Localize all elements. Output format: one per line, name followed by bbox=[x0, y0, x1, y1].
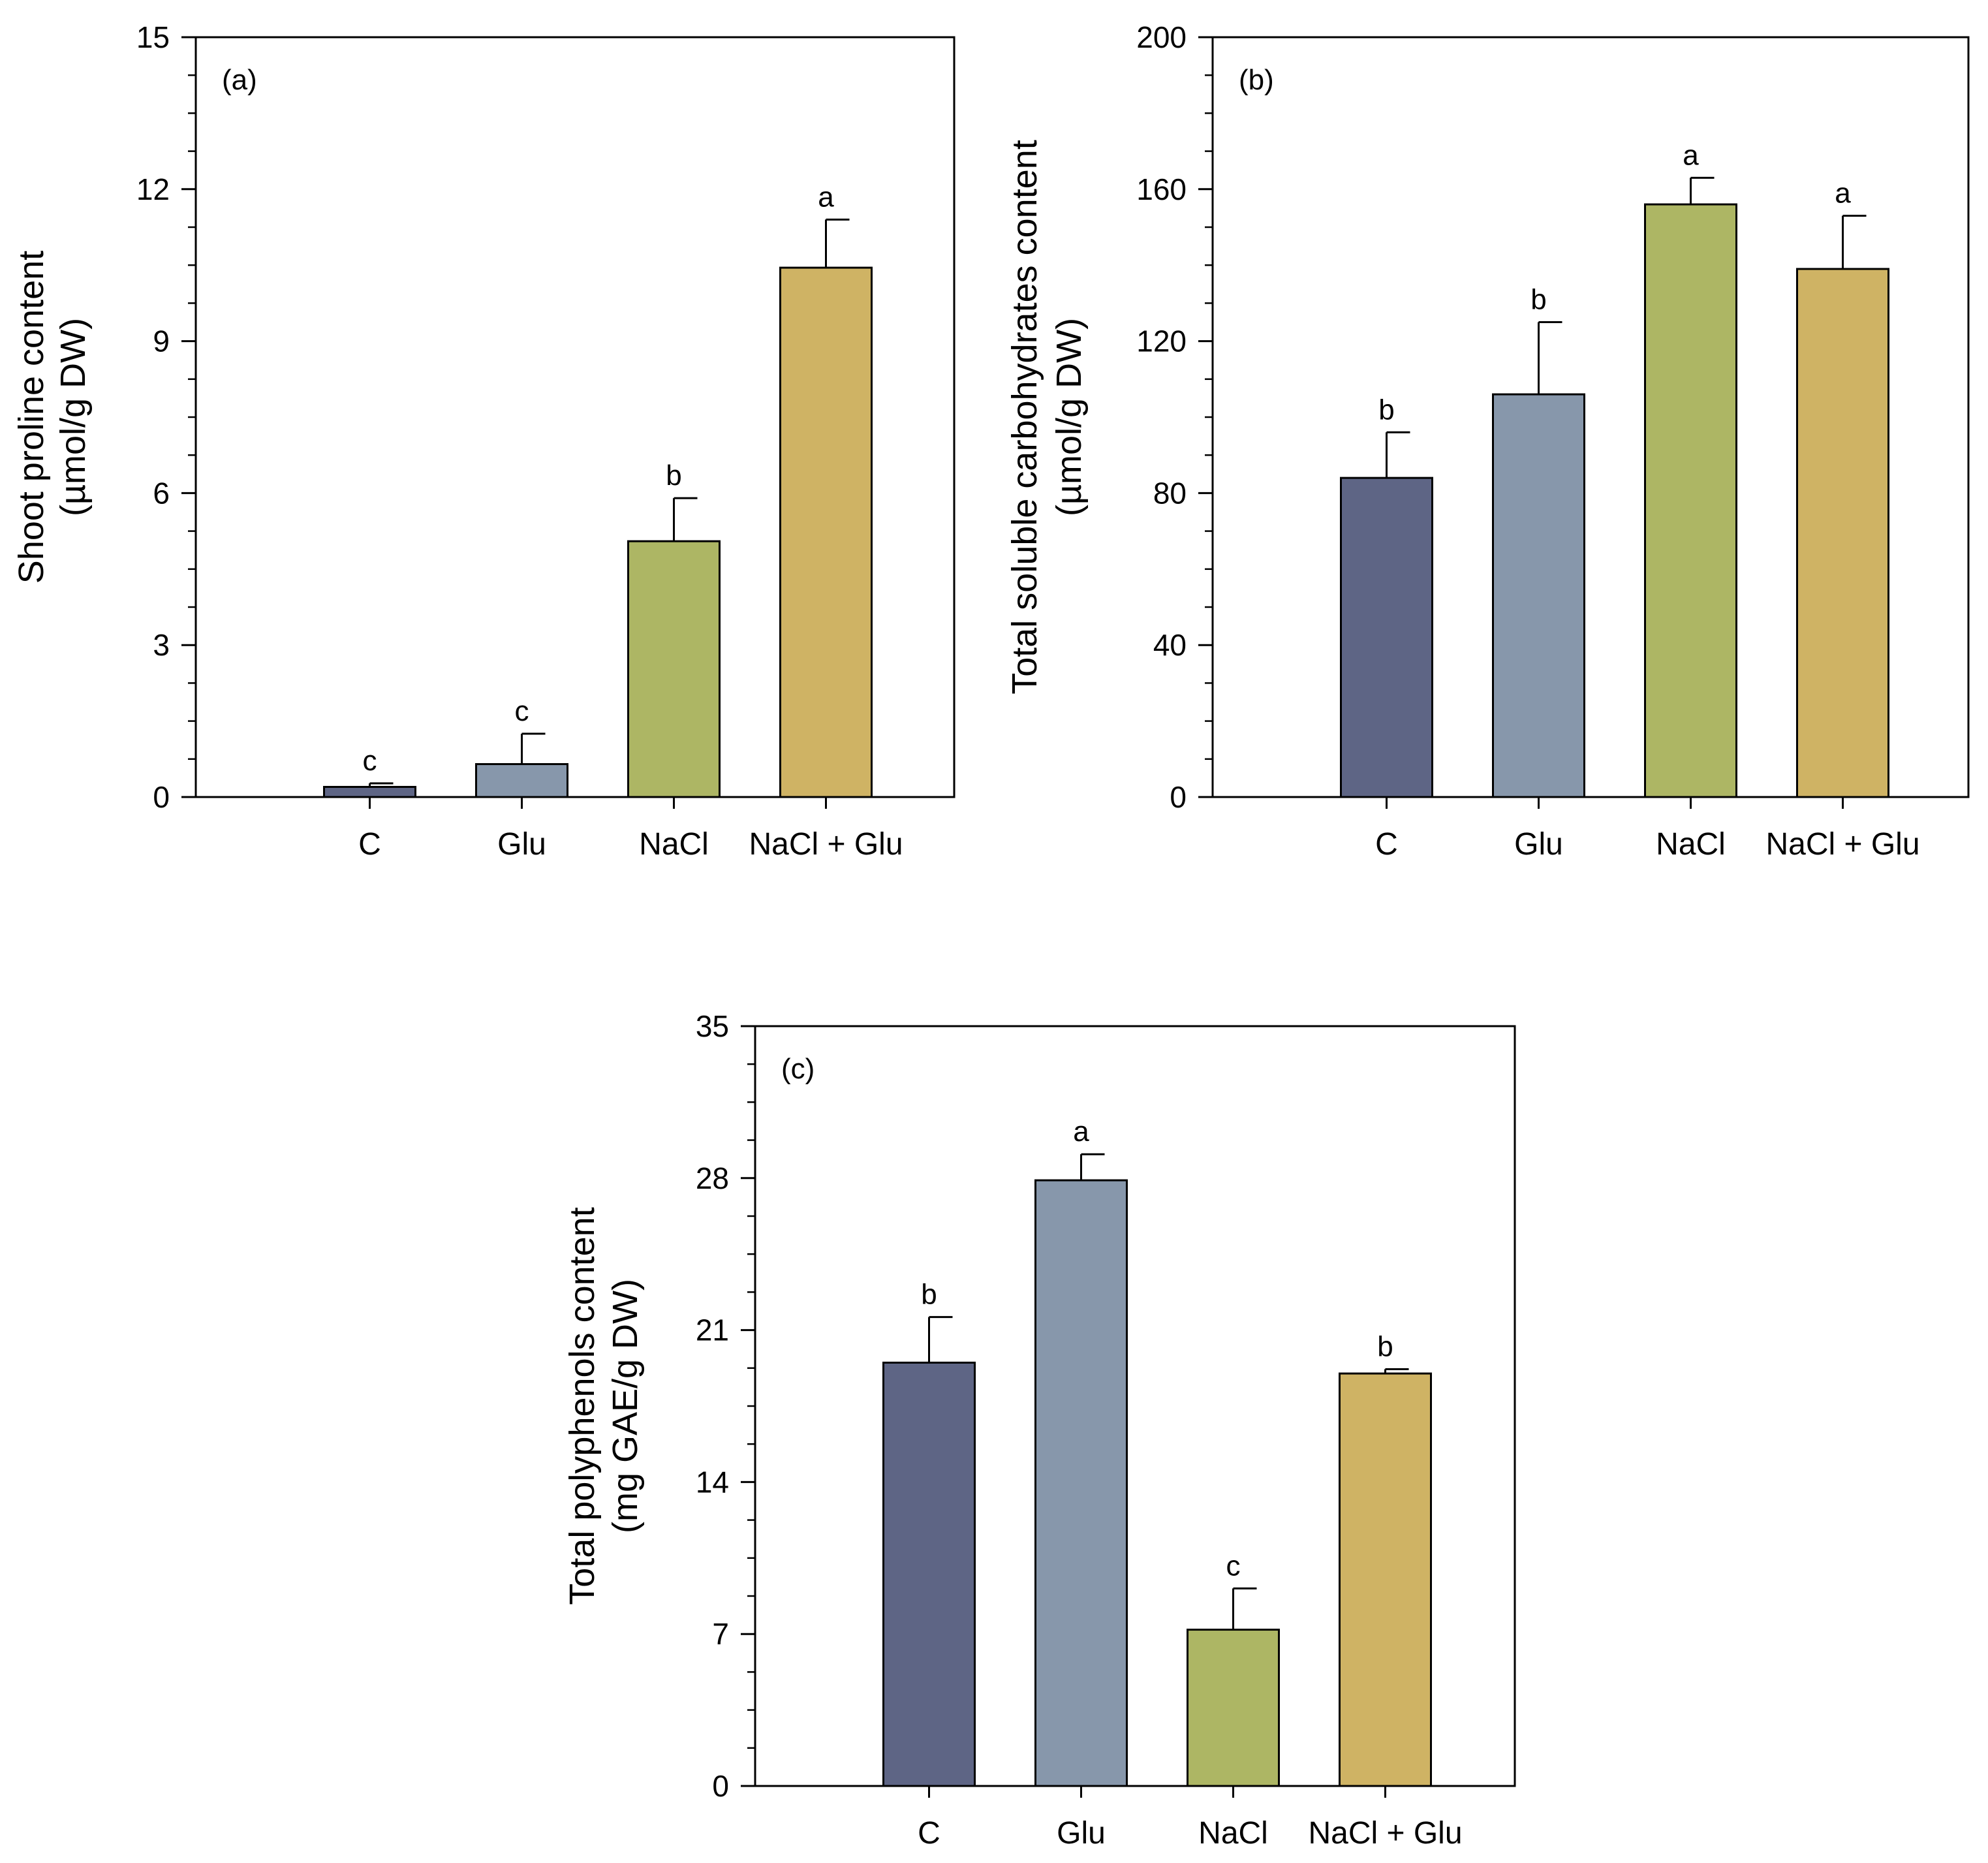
y-axis-label-line-0: Total soluble carbohydrates content bbox=[1005, 140, 1044, 695]
panel-label: (a) bbox=[222, 64, 257, 96]
panel-c: b Ca Glu c NaCl b NaCl + Glu 0 7 14 21 28 35 (c) Total… bbox=[563, 1009, 1516, 1851]
category-label-1: Glu bbox=[1057, 1816, 1106, 1851]
y-tick-label-2: 14 bbox=[696, 1465, 729, 1499]
bar-0 bbox=[323, 785, 416, 798]
bar-2 bbox=[1644, 203, 1737, 798]
bar-3 bbox=[1339, 1372, 1432, 1787]
y-tick-label-1: 3 bbox=[153, 628, 170, 662]
category-label-1: Glu bbox=[497, 827, 546, 862]
y-tick-label-4: 12 bbox=[136, 172, 170, 206]
significance-label-3: b bbox=[1377, 1330, 1393, 1362]
significance-label-1: a bbox=[1073, 1116, 1089, 1148]
plot-frame bbox=[754, 1025, 1516, 1787]
y-tick-label-0: 0 bbox=[1170, 780, 1187, 814]
y-tick-label-2: 80 bbox=[1153, 476, 1187, 510]
y-tick-label-3: 9 bbox=[153, 324, 170, 358]
plot-frame bbox=[194, 36, 955, 798]
significance-label-2: b bbox=[666, 460, 681, 492]
bar-3 bbox=[1796, 268, 1889, 798]
y-tick-label-4: 28 bbox=[696, 1161, 729, 1195]
y-axis-label-line-1: (µmol/g DW) bbox=[54, 318, 93, 516]
bar-1 bbox=[1492, 393, 1585, 798]
panel-b: b Cb Glu a NaCl a NaCl + Glu 0 40 80 120 160 200 (b) T… bbox=[1005, 20, 1970, 862]
category-label-0: C bbox=[918, 1816, 940, 1851]
category-label-1: Glu bbox=[1514, 827, 1563, 862]
y-tick-label-5: 200 bbox=[1136, 20, 1187, 54]
y-tick-label-3: 21 bbox=[696, 1313, 729, 1347]
category-label-0: C bbox=[1375, 827, 1398, 862]
significance-label-0: b bbox=[1378, 394, 1394, 426]
bar-1 bbox=[1034, 1179, 1128, 1787]
category-label-3: NaCl + Glu bbox=[749, 827, 903, 862]
significance-label-1: c bbox=[515, 695, 529, 727]
y-tick-label-5: 15 bbox=[136, 20, 170, 54]
y-tick-label-1: 40 bbox=[1153, 628, 1187, 662]
category-label-2: NaCl bbox=[1198, 1816, 1268, 1851]
y-tick-label-1: 7 bbox=[712, 1617, 729, 1651]
y-axis-label-line-1: (µmol/g DW) bbox=[1049, 318, 1089, 516]
panel-label: (b) bbox=[1239, 64, 1274, 96]
bar-0 bbox=[1340, 477, 1433, 798]
bar-2 bbox=[627, 540, 721, 798]
y-tick-label-0: 0 bbox=[712, 1769, 729, 1803]
bar-2 bbox=[1187, 1629, 1280, 1787]
y-axis-label-line-0: Shoot proline content bbox=[12, 251, 51, 584]
significance-label-0: b bbox=[921, 1279, 937, 1311]
plot-frame bbox=[1211, 36, 1970, 798]
significance-label-2: a bbox=[1683, 139, 1699, 171]
bar-0 bbox=[882, 1361, 976, 1787]
y-tick-label-5: 35 bbox=[696, 1009, 729, 1043]
y-axis-label-line-0: Total polyphenols content bbox=[563, 1207, 602, 1605]
bar-1 bbox=[475, 763, 568, 798]
category-label-2: NaCl bbox=[639, 827, 709, 862]
y-tick-label-2: 6 bbox=[153, 476, 170, 510]
category-label-2: NaCl bbox=[1656, 827, 1726, 862]
significance-label-0: c bbox=[363, 745, 377, 777]
y-tick-label-4: 160 bbox=[1136, 172, 1187, 206]
significance-label-3: a bbox=[1835, 178, 1851, 210]
category-label-3: NaCl + Glu bbox=[1308, 1816, 1462, 1851]
category-label-0: C bbox=[358, 827, 381, 862]
significance-label-2: c bbox=[1226, 1550, 1241, 1582]
panel-label: (c) bbox=[781, 1053, 815, 1085]
panel-a: c Cc Glu b NaCl a NaCl + Glu 0 3 6 9 12 15 (a) Shoot p… bbox=[12, 20, 955, 862]
significance-label-3: a bbox=[818, 181, 834, 213]
y-axis-label-line-1: (mg GAE/g DW) bbox=[606, 1279, 645, 1533]
category-label-3: NaCl + Glu bbox=[1765, 827, 1919, 862]
significance-label-1: b bbox=[1530, 284, 1546, 316]
y-tick-label-0: 0 bbox=[153, 780, 170, 814]
y-tick-label-3: 120 bbox=[1136, 324, 1187, 358]
bar-3 bbox=[779, 266, 873, 798]
